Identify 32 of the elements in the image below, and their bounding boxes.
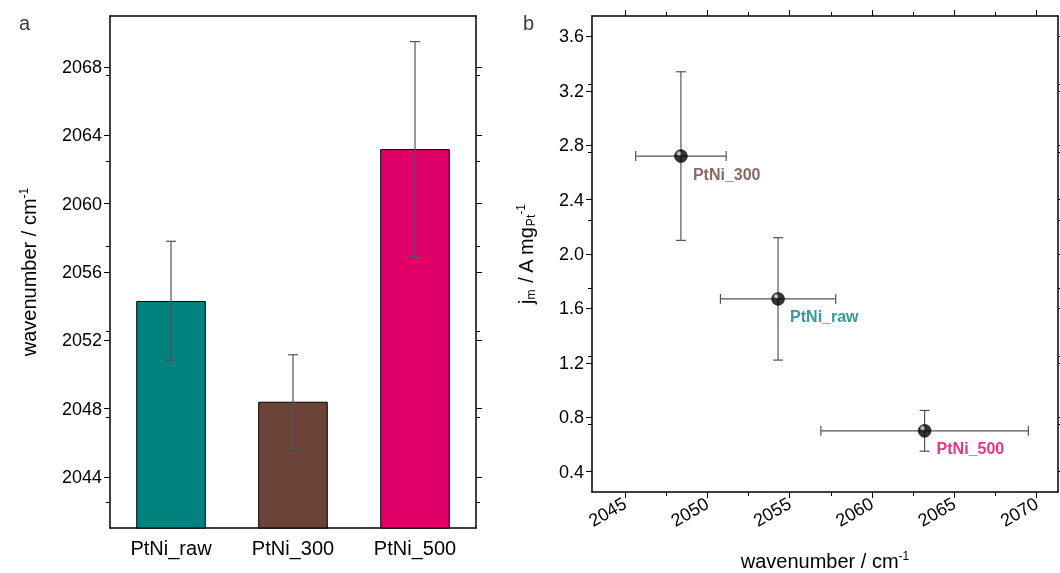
y-tick-label: 0.4 <box>558 461 584 482</box>
x-tick-label: PtNi_300 <box>251 537 335 560</box>
annotation: PtNi_500 <box>936 440 1005 458</box>
x-tick-label: 2045 <box>585 493 630 531</box>
annotation: PtNi_raw <box>790 308 860 326</box>
x-tick-label: 2060 <box>832 493 877 531</box>
y-tick-label: 2.4 <box>558 189 584 210</box>
chart-title: b <box>523 12 535 34</box>
y-tick-label: 2068 <box>61 57 102 78</box>
y-tick-label: 2052 <box>61 330 102 351</box>
chart-title: a <box>19 12 31 34</box>
y-tick-label: 2064 <box>61 125 102 146</box>
x-tick-label: 2065 <box>914 493 960 531</box>
y-tick-label: 2060 <box>61 193 102 214</box>
x-tick-label: PtNi_raw <box>130 537 213 560</box>
y-tick-label: 2044 <box>61 466 102 487</box>
y-axis-title: wavenumber / cm-1 <box>17 187 40 358</box>
y-tick-label: 2.8 <box>558 135 584 156</box>
x-tick-label: 2050 <box>667 493 713 531</box>
x-tick-label: PtNi_500 <box>373 537 457 560</box>
y-tick-label: 2.0 <box>558 244 584 264</box>
y-tick-label: 3.6 <box>558 26 584 47</box>
y-tick-label: 3.2 <box>558 80 584 101</box>
annotation: PtNi_300 <box>692 165 761 183</box>
y-tick-label: 1.2 <box>558 352 584 373</box>
y-tick-label: 0.8 <box>558 407 584 428</box>
x-tick-label: 2070 <box>996 493 1042 531</box>
y-tick-label: 2048 <box>61 398 102 419</box>
y-tick-label: 2056 <box>61 262 102 282</box>
y-tick-label: 1.6 <box>558 298 584 319</box>
y-axis-title: jm / A mgPt-1 <box>514 203 538 305</box>
x-tick-label: 2055 <box>749 493 795 531</box>
